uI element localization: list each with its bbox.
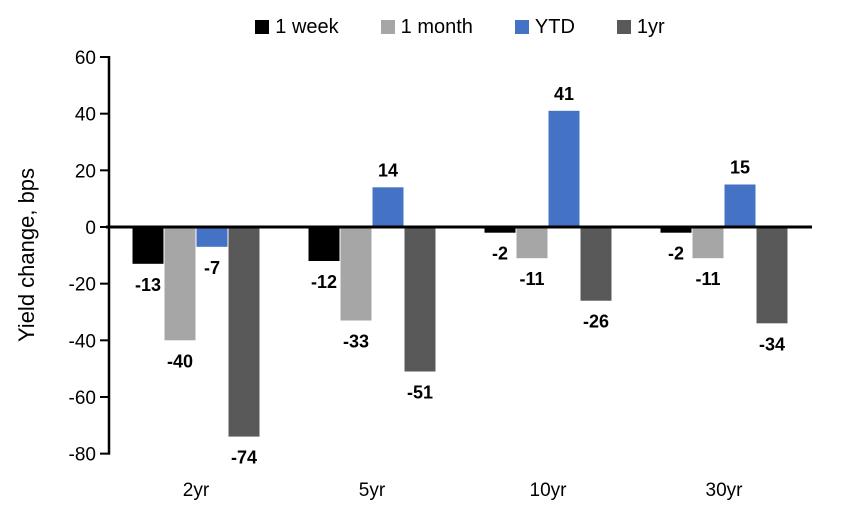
bar-1-week-30yr [660,227,692,233]
bar-YTD-10yr [548,110,580,227]
chart-legend: 1 week 1 month YTD 1yr [108,10,812,44]
bar-YTD-5yr [372,187,404,227]
bar-1-month-5yr [340,227,372,321]
x-category-label: 30yr [706,480,744,501]
bar-label: -2 [492,244,508,264]
bar-label: -51 [407,383,433,403]
x-category-label: 10yr [530,480,568,501]
legend-item-1-month: 1 month [380,15,473,39]
y-tick-label: -40 [69,331,96,352]
bar-label: -11 [519,269,544,289]
bar-1-month-10yr [516,227,548,259]
bar-1-week-2yr [132,227,164,264]
bar-YTD-30yr [724,184,756,227]
bar-label: 14 [378,160,398,180]
bar-label: -13 [135,275,161,295]
legend-label-1yr: 1yr [636,15,665,38]
legend-swatch-1-week [255,20,270,34]
bar-1-week-10yr [484,227,516,233]
bar-label: -34 [759,334,785,354]
bar-label: -74 [231,448,257,468]
y-tick-label: -80 [69,445,96,466]
bar-1yr-2yr [228,227,260,437]
bar-1-week-5yr [308,227,340,261]
x-category-label: 2yr [183,480,210,501]
bar-1yr-30yr [756,227,788,324]
y-tick-label: 40 [75,105,96,126]
bar-1yr-5yr [404,227,436,372]
y-tick-label: -20 [69,275,96,296]
y-tick-label: -60 [69,388,96,409]
bar-label: -2 [668,244,684,264]
y-tick-label: 0 [85,218,96,239]
legend-swatch-ytd [514,20,529,34]
legend-swatch-1yr [616,20,631,34]
legend-swatch-1-month [380,20,395,34]
bar-label: -26 [583,312,609,332]
y-tick-label: 20 [75,161,96,182]
bar-label: 41 [554,84,574,104]
legend-item-ytd: YTD [514,15,575,39]
bar-1-month-30yr [692,227,724,259]
legend-label-ytd: YTD [534,15,575,38]
bar-label: -11 [695,269,720,289]
bar-1-month-2yr [164,227,196,341]
legend-label-1-week: 1 week [275,15,339,38]
y-tick-label: 60 [75,48,96,69]
legend-label-1-month: 1 month [400,15,473,38]
bar-label: -40 [167,351,193,371]
y-axis-title: Yield change, bps [14,167,39,343]
bar-label: -7 [204,258,220,278]
legend-item-1yr: 1yr [616,15,665,39]
x-category-label: 5yr [359,480,386,501]
bar-label: -12 [311,272,337,292]
legend-item-1-week: 1 week [255,15,339,39]
bar-1yr-10yr [580,227,612,301]
bar-label: 15 [730,158,750,178]
bar-YTD-2yr [196,227,228,247]
bar-label: -33 [343,332,369,352]
